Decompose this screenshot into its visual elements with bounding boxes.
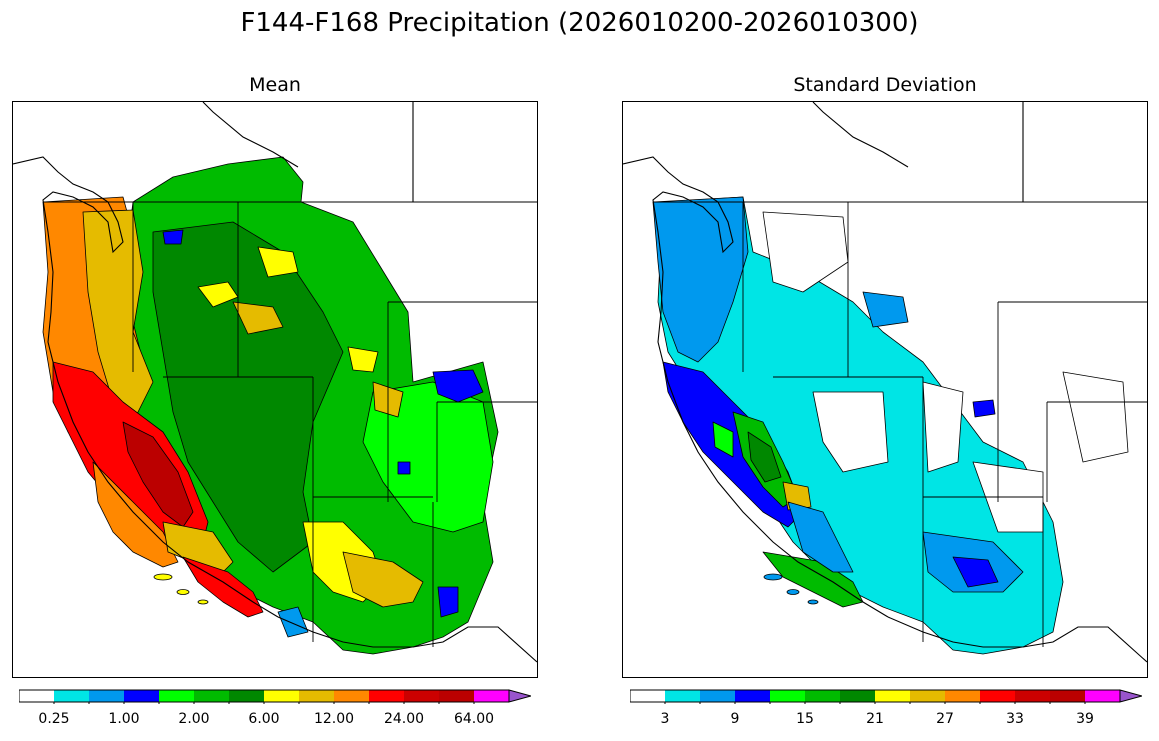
- mean-colorbar-tick-label: 1.00: [108, 711, 140, 727]
- sd-region-white-5: [1062, 371, 1129, 463]
- sd-region-sierra-darkgreen: [747, 431, 782, 483]
- stddev-colorbar-tick-label: 21: [866, 711, 884, 727]
- mean-mexico-border: [277, 616, 537, 663]
- mean-colorbar-swatch: [439, 690, 475, 702]
- mean-island-1: [153, 573, 173, 581]
- mean-colorbar-swatch: [404, 690, 440, 702]
- mean-island-2: [176, 589, 190, 595]
- region-blue-patch-3: [437, 586, 459, 618]
- stddev-colorbar-swatch: [1050, 690, 1086, 702]
- sd-region-white-1: [762, 211, 849, 293]
- sd-region-arizona-darkblue: [952, 556, 999, 588]
- stddev-colorbar-extend-arrow: [1119, 689, 1142, 703]
- mean-coastline: [13, 156, 279, 618]
- stddev-colorbar-swatch: [630, 690, 666, 702]
- region-arizona-gold: [342, 551, 424, 608]
- region-blue-patch-1: [432, 369, 484, 403]
- region-yellow-patch-3: [347, 346, 379, 373]
- sd-region-white-3: [922, 381, 964, 473]
- mean-map-canvas: [13, 102, 537, 663]
- mean-colorbar-swatch: [54, 690, 90, 702]
- region-interior-darkgreen: [152, 221, 344, 573]
- mean-map: [12, 101, 538, 678]
- mean-colorbar-swatch: [89, 690, 125, 702]
- mean-colorbar-swatch: [229, 690, 265, 702]
- mean-colorbar-tick-label: 6.00: [248, 711, 280, 727]
- mean-colorbar-tick-label: 12.00: [313, 711, 355, 727]
- stddev-colorbar-tick-label: 3: [660, 711, 670, 727]
- mean-colorbar-swatch: [124, 690, 160, 702]
- stddev-colorbar-tick-label: 33: [1006, 711, 1024, 727]
- region-gold-patch-4: [232, 301, 284, 335]
- stddev-colorbar-tick-label: 39: [1076, 711, 1094, 727]
- mean-colorbar-swatch: [159, 690, 195, 702]
- mean-colorbar: [19, 689, 531, 704]
- stddev-colorbar-swatch: [945, 690, 981, 702]
- mean-colorbar-tick-label: 0.25: [38, 711, 70, 727]
- sd-region-bright-green: [712, 421, 734, 458]
- stddev-colorbar-swatch: [805, 690, 841, 702]
- region-yellow-patch-2: [257, 246, 299, 278]
- mean-colorbar-swatch: [334, 690, 370, 702]
- stddev-colorbar-swatch: [840, 690, 876, 702]
- mean-colorbar-swatch: [264, 690, 300, 702]
- sd-island-1: [763, 573, 783, 581]
- mean-state-lines: [132, 202, 537, 647]
- stddev-colorbar-swatch: [770, 690, 806, 702]
- sd-state-lines: [742, 202, 1147, 647]
- stddev-colorbar-swatch: [1085, 690, 1121, 702]
- mean-colorbar-swatch: [369, 690, 405, 702]
- region-socal-red: [182, 556, 264, 618]
- region-blue-patch-2: [162, 229, 184, 245]
- stddev-colorbar-swatch: [980, 690, 1016, 702]
- sd-northern-border: [812, 102, 909, 168]
- mean-colorbar-tick-label: 64.00: [453, 711, 495, 727]
- stddev-colorbar-swatch: [1015, 690, 1051, 702]
- mean-colorbar-swatch: [19, 690, 55, 702]
- sd-region-coast-blue: [652, 196, 749, 363]
- sd-island-3: [807, 599, 819, 605]
- stddev-panel-title: Standard Deviation: [793, 74, 977, 96]
- sd-region-white-2: [812, 391, 889, 473]
- stddev-colorbar-tick-label: 9: [730, 711, 740, 727]
- sd-region-utah-blue: [972, 399, 996, 418]
- stddev-colorbar-swatch: [700, 690, 736, 702]
- stddev-map: [622, 101, 1148, 678]
- stddev-colorbar-tick-label: 27: [936, 711, 954, 727]
- sd-region-valley-blue: [787, 501, 854, 573]
- sd-mexico-border: [887, 616, 1147, 663]
- stddev-colorbar: [630, 689, 1142, 704]
- mean-colorbar-swatch: [474, 690, 510, 702]
- mean-colorbar-tick-label: 2.00: [178, 711, 210, 727]
- sd-coastline: [623, 156, 889, 618]
- mean-colorbar-tick-label: 24.00: [383, 711, 425, 727]
- stddev-map-canvas: [623, 102, 1147, 663]
- sd-island-2: [786, 589, 800, 595]
- region-coast-gold: [82, 209, 154, 423]
- mean-island-3: [197, 599, 209, 605]
- stddev-colorbar-swatch: [665, 690, 701, 702]
- mean-panel-title: Mean: [249, 74, 301, 96]
- mean-northern-border: [202, 102, 299, 168]
- sd-region-ne-blue: [862, 291, 909, 328]
- stddev-colorbar-swatch: [875, 690, 911, 702]
- figure-title: F144-F168 Precipitation (2026010200-2026…: [240, 8, 919, 38]
- region-blue-patch-4: [277, 606, 309, 638]
- stddev-colorbar-swatch: [735, 690, 771, 702]
- region-blue-patch-5: [397, 461, 411, 475]
- mean-colorbar-extend-arrow: [508, 689, 531, 703]
- stddev-colorbar-swatch: [910, 690, 946, 702]
- stddev-colorbar-tick-label: 15: [796, 711, 814, 727]
- mean-colorbar-swatch: [299, 690, 335, 702]
- mean-colorbar-swatch: [194, 690, 230, 702]
